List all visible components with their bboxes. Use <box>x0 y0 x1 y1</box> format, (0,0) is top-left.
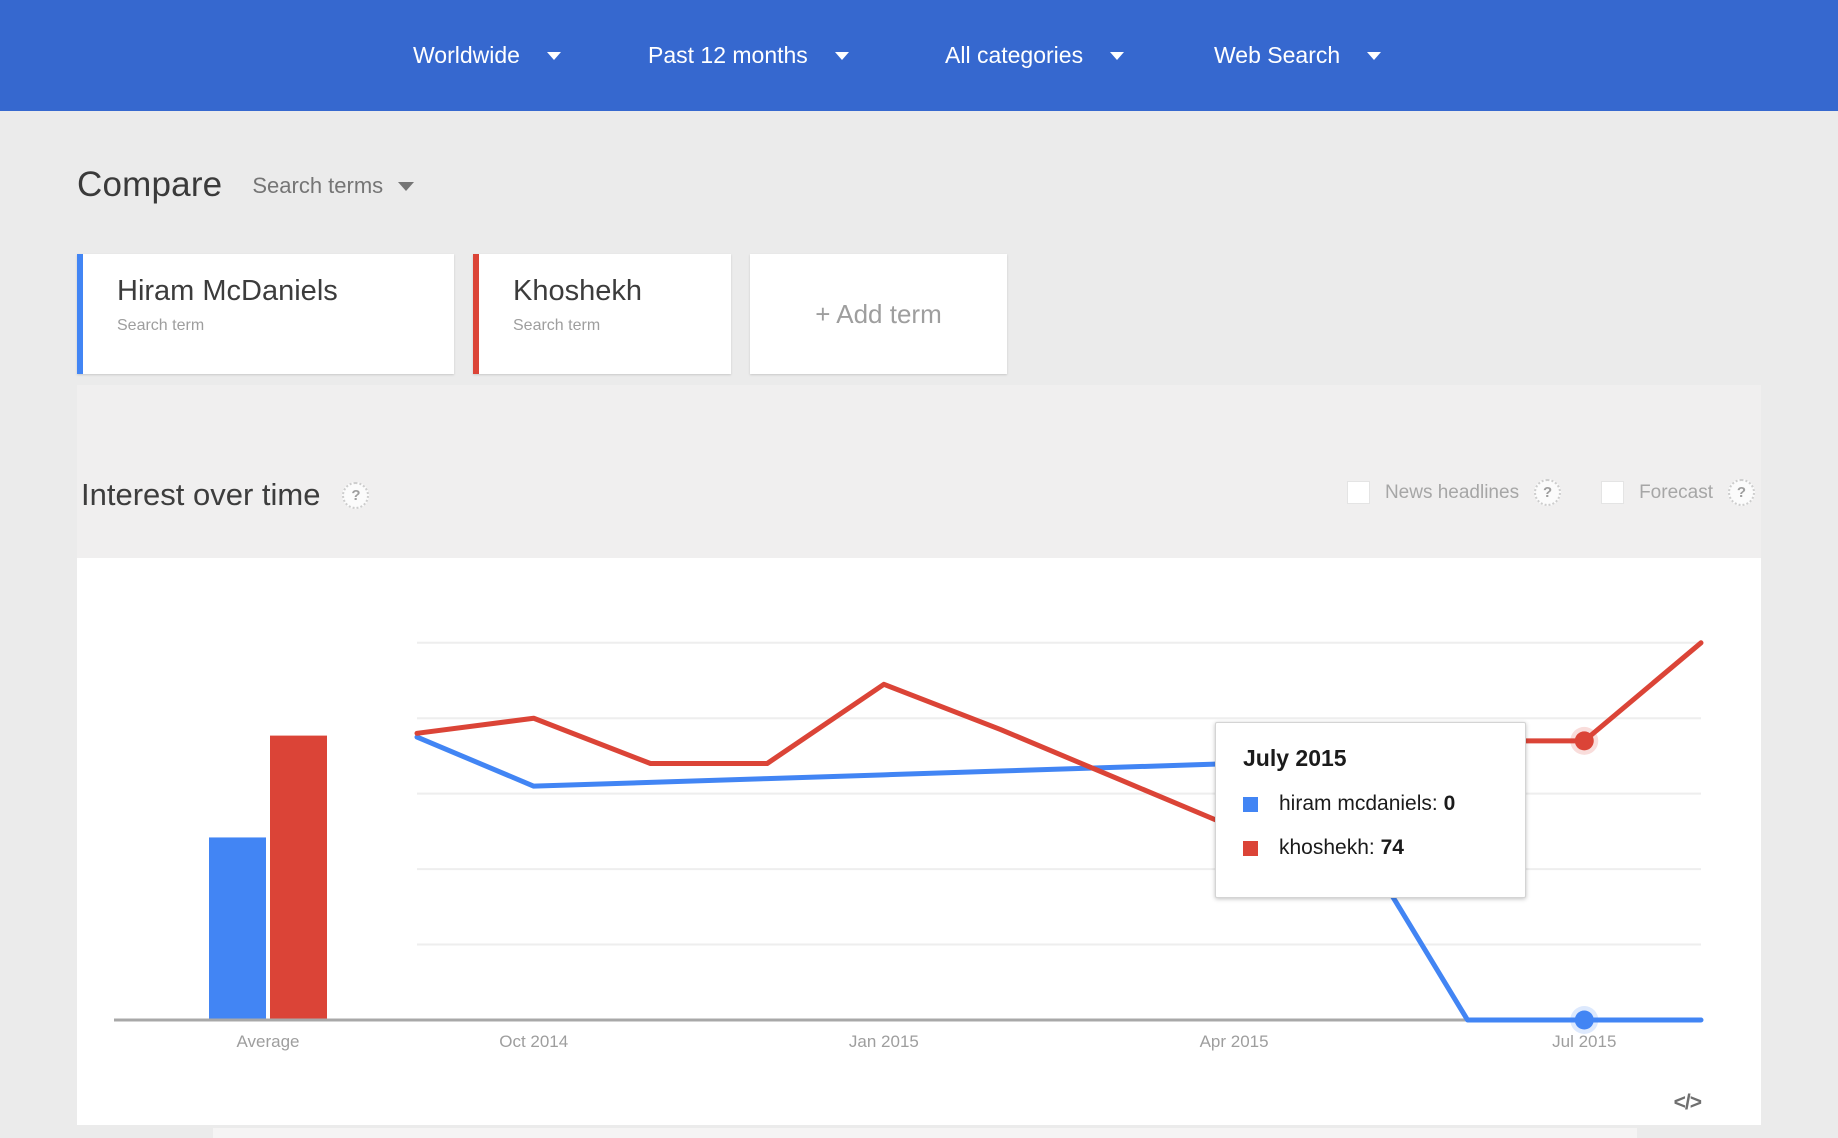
add-term-button[interactable]: + Add term <box>750 254 1007 374</box>
help-icon[interactable]: ? <box>1728 479 1755 506</box>
x-axis-tick-label: Apr 2015 <box>1200 1032 1269 1051</box>
x-axis-tick-label: Oct 2014 <box>499 1032 568 1051</box>
geo-dropdown[interactable]: Worldwide <box>413 0 561 111</box>
forecast-checkbox[interactable] <box>1601 481 1625 504</box>
highlight-dot-khoshekh <box>1574 731 1594 751</box>
term-type-label: Search term <box>117 317 205 334</box>
tooltip-series-value: 0 <box>1443 792 1456 815</box>
average-axis-label: Average <box>236 1032 299 1051</box>
search-terms-row: Hiram McDaniels Search term Khoshekh Sea… <box>77 254 1007 374</box>
news-headlines-label: News headlines <box>1384 481 1520 503</box>
chevron-down-icon <box>1367 51 1382 60</box>
embed-code-icon[interactable]: </> <box>1673 1091 1702 1114</box>
category-dropdown-label: All categories <box>945 42 1084 68</box>
term-card-hiram-mcdaniels[interactable]: Hiram McDaniels Search term <box>77 254 454 374</box>
chevron-down-icon <box>834 51 849 60</box>
category-dropdown[interactable]: All categories <box>945 0 1125 111</box>
time-range-dropdown-label: Past 12 months <box>648 42 808 68</box>
search-type-dropdown[interactable]: Web Search <box>1214 0 1382 111</box>
chevron-down-icon <box>546 51 561 60</box>
highlight-dot-hiram-mcdaniels <box>1574 1010 1594 1030</box>
help-icon[interactable]: ? <box>342 481 370 509</box>
news-headlines-checkbox[interactable] <box>1346 481 1370 504</box>
search-type-dropdown-label: Web Search <box>1214 42 1341 68</box>
forecast-label: Forecast <box>1639 481 1713 503</box>
compare-type-selector[interactable]: Search terms <box>252 173 415 199</box>
tooltip-date: July 2015 <box>1243 745 1347 771</box>
tooltip-series-value: 74 <box>1380 836 1404 859</box>
compare-row: Compare Search terms <box>77 165 415 205</box>
average-bar-khoshekh <box>270 735 327 1019</box>
widget-controls: News headlines ? Forecast ? <box>1346 479 1755 506</box>
chart-panel: Average Oct 2014 Jan 2015 Apr 2015 Jul 2015 … <box>77 558 1761 1125</box>
x-axis-tick-label: Jan 2015 <box>849 1032 919 1051</box>
chevron-down-icon <box>1110 51 1125 60</box>
term-card-khoshekh[interactable]: Khoshekh Search term <box>473 254 731 374</box>
tooltip-series-label: hiram mcdaniels: 0 <box>1279 792 1456 815</box>
term-name: Khoshekh <box>513 275 642 307</box>
series-swatch-blue <box>1243 796 1258 812</box>
top-bar: Worldwide Past 12 months All categories … <box>0 0 1838 111</box>
next-section-edge <box>213 1128 1637 1138</box>
series-line-hiram-mcdaniels <box>414 734 1704 1023</box>
interest-over-time-widget: Interest over time ? News headlines ? Fo… <box>77 385 1761 1125</box>
page-title: Compare <box>77 165 223 204</box>
tooltip-row: hiram mcdaniels: 0 <box>1243 792 1525 816</box>
help-icon[interactable]: ? <box>1534 479 1562 506</box>
widget-title-row: Interest over time ? <box>81 477 370 513</box>
chart-tooltip: July 2015 hiram mcdaniels: 0 khoshekh: 7… <box>1215 722 1526 898</box>
chevron-down-icon <box>398 181 415 191</box>
term-name: Hiram McDaniels <box>117 275 338 307</box>
x-axis-tick-label: Jul 2015 <box>1552 1032 1616 1051</box>
series-swatch-red <box>1243 840 1258 856</box>
term-type-label: Search term <box>513 317 601 334</box>
tooltip-series-label: khoshekh: 74 <box>1279 836 1404 859</box>
average-bar-hiram-mcdaniels <box>209 837 266 1019</box>
time-range-dropdown[interactable]: Past 12 months <box>648 0 849 111</box>
add-term-label: + Add term <box>815 298 942 329</box>
tooltip-row: khoshekh: 74 <box>1243 836 1525 860</box>
widget-title: Interest over time <box>81 477 321 512</box>
compare-type-label: Search terms <box>252 173 384 198</box>
geo-dropdown-label: Worldwide <box>413 42 520 68</box>
